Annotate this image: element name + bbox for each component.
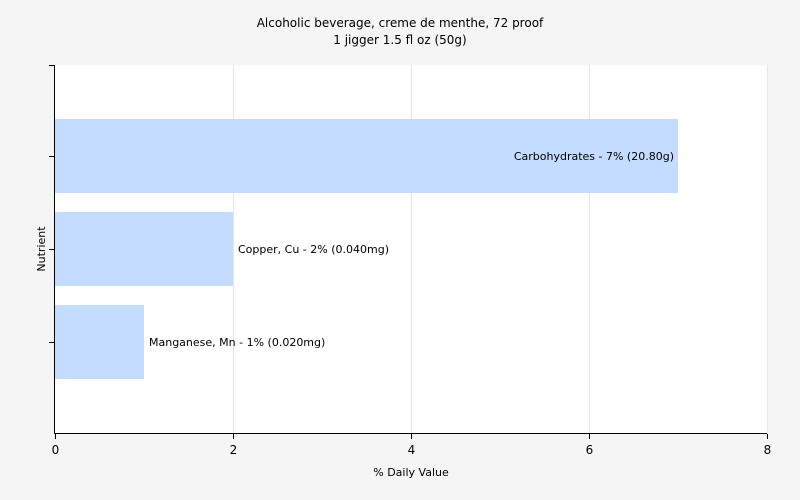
bar-data-label: Copper, Cu - 2% (0.040mg) [238,243,389,256]
x-tick-label: 0 [52,443,60,457]
y-axis-label: Nutrient [35,226,48,272]
x-tick-label: 4 [408,443,416,457]
x-tick-label: 2 [230,443,238,457]
chart-title: Alcoholic beverage, creme de menthe, 72 … [257,16,544,30]
x-tick-label: 8 [764,443,772,457]
x-tick-label: 6 [586,443,594,457]
bar [55,119,678,193]
bar-layer: Carbohydrates - 7% (20.80g) Copper, Cu - … [55,119,678,379]
x-axis-label: % Daily Value [373,466,449,479]
bar [55,305,144,379]
bar [55,212,233,286]
bar-data-label: Manganese, Mn - 1% (0.020mg) [149,336,325,349]
bar-data-label: Carbohydrates - 7% (20.80g) [514,150,674,163]
chart-subtitle: 1 jigger 1.5 fl oz (50g) [333,33,466,47]
axis-layer: 0 2 4 6 8 [49,65,771,457]
